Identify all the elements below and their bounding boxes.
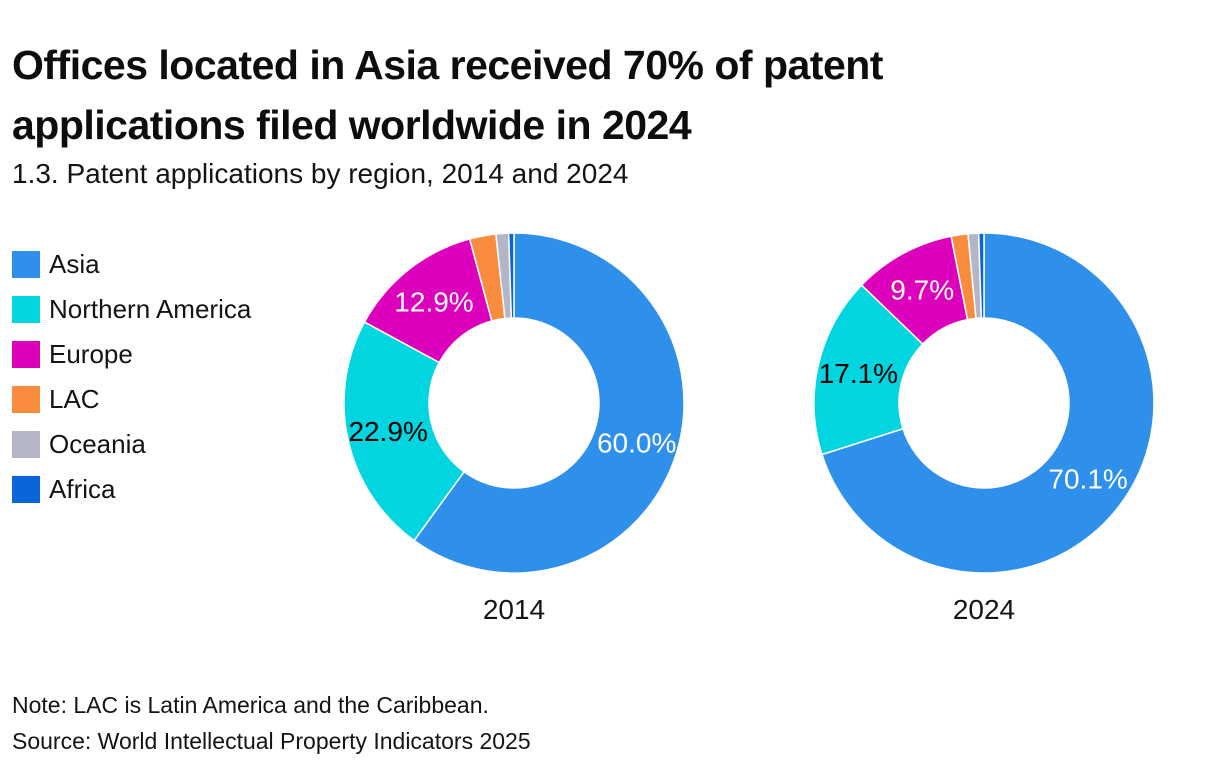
legend: Asia Northern America Europe LAC Oceania… [12, 248, 252, 504]
slice-2014-northern-america [343, 321, 466, 542]
legend-swatch-asia [12, 250, 40, 278]
legend-swatch-europe [12, 340, 40, 368]
donut-2014-svg: 60.0% 22.9% 12.9% [343, 232, 685, 574]
donut-chart-2024: 70.1% 17.1% 9.7% [812, 231, 1156, 575]
legend-item-lac: LAC [12, 383, 251, 414]
data-label-2024-northern-america: 17.1% [819, 358, 898, 389]
data-label-2014-europe: 12.9% [394, 286, 473, 317]
slice-2024-asia [821, 232, 1155, 574]
data-label-2014-northern-america: 22.9% [348, 416, 427, 447]
axis-label-2024: 2024 [952, 594, 1016, 625]
slice-2024-northern-america [813, 284, 924, 456]
legend-label-europe: Europe [49, 338, 133, 369]
chart-source: Source: World Intellectual Property Indi… [12, 728, 531, 754]
data-label-2024-asia: 70.1% [1048, 464, 1127, 495]
chart-subtitle: 1.3. Patent applications by region, 2014… [12, 158, 629, 189]
legend-label-oceania: Oceania [49, 428, 146, 459]
legend-swatch-africa [12, 475, 40, 503]
axis-label-2014: 2014 [482, 594, 546, 625]
legend-label-lac: LAC [49, 383, 100, 414]
chart-note: Note: LAC is Latin America and the Carib… [12, 692, 489, 718]
donut-2024-svg: 70.1% 17.1% 9.7% [813, 232, 1155, 574]
legend-item-asia: Asia [12, 248, 251, 279]
data-label-2024-europe: 9.7% [890, 274, 954, 305]
data-label-2014-asia: 60.0% [597, 427, 676, 458]
legend-label-asia: Asia [49, 248, 100, 279]
legend-label-northern-america: Northern America [49, 293, 252, 324]
legend-item-northern-america: Northern America [12, 293, 252, 324]
slice-2014-asia [413, 232, 685, 574]
legend-item-africa: Africa [12, 473, 251, 504]
legend-swatch-lac [12, 385, 40, 413]
slice-2024-africa [977, 232, 985, 319]
slice-2014-africa [507, 232, 515, 319]
legend-item-europe: Europe [12, 338, 251, 369]
legend-swatch-oceania [12, 430, 40, 458]
donut-chart-2014: 60.0% 22.9% 12.9% [342, 231, 686, 575]
legend-item-oceania: Oceania [12, 428, 251, 459]
legend-swatch-northern-america [12, 295, 40, 323]
legend-label-africa: Africa [49, 473, 116, 504]
chart-title: Offices located in Asia received 70% of … [12, 42, 883, 149]
